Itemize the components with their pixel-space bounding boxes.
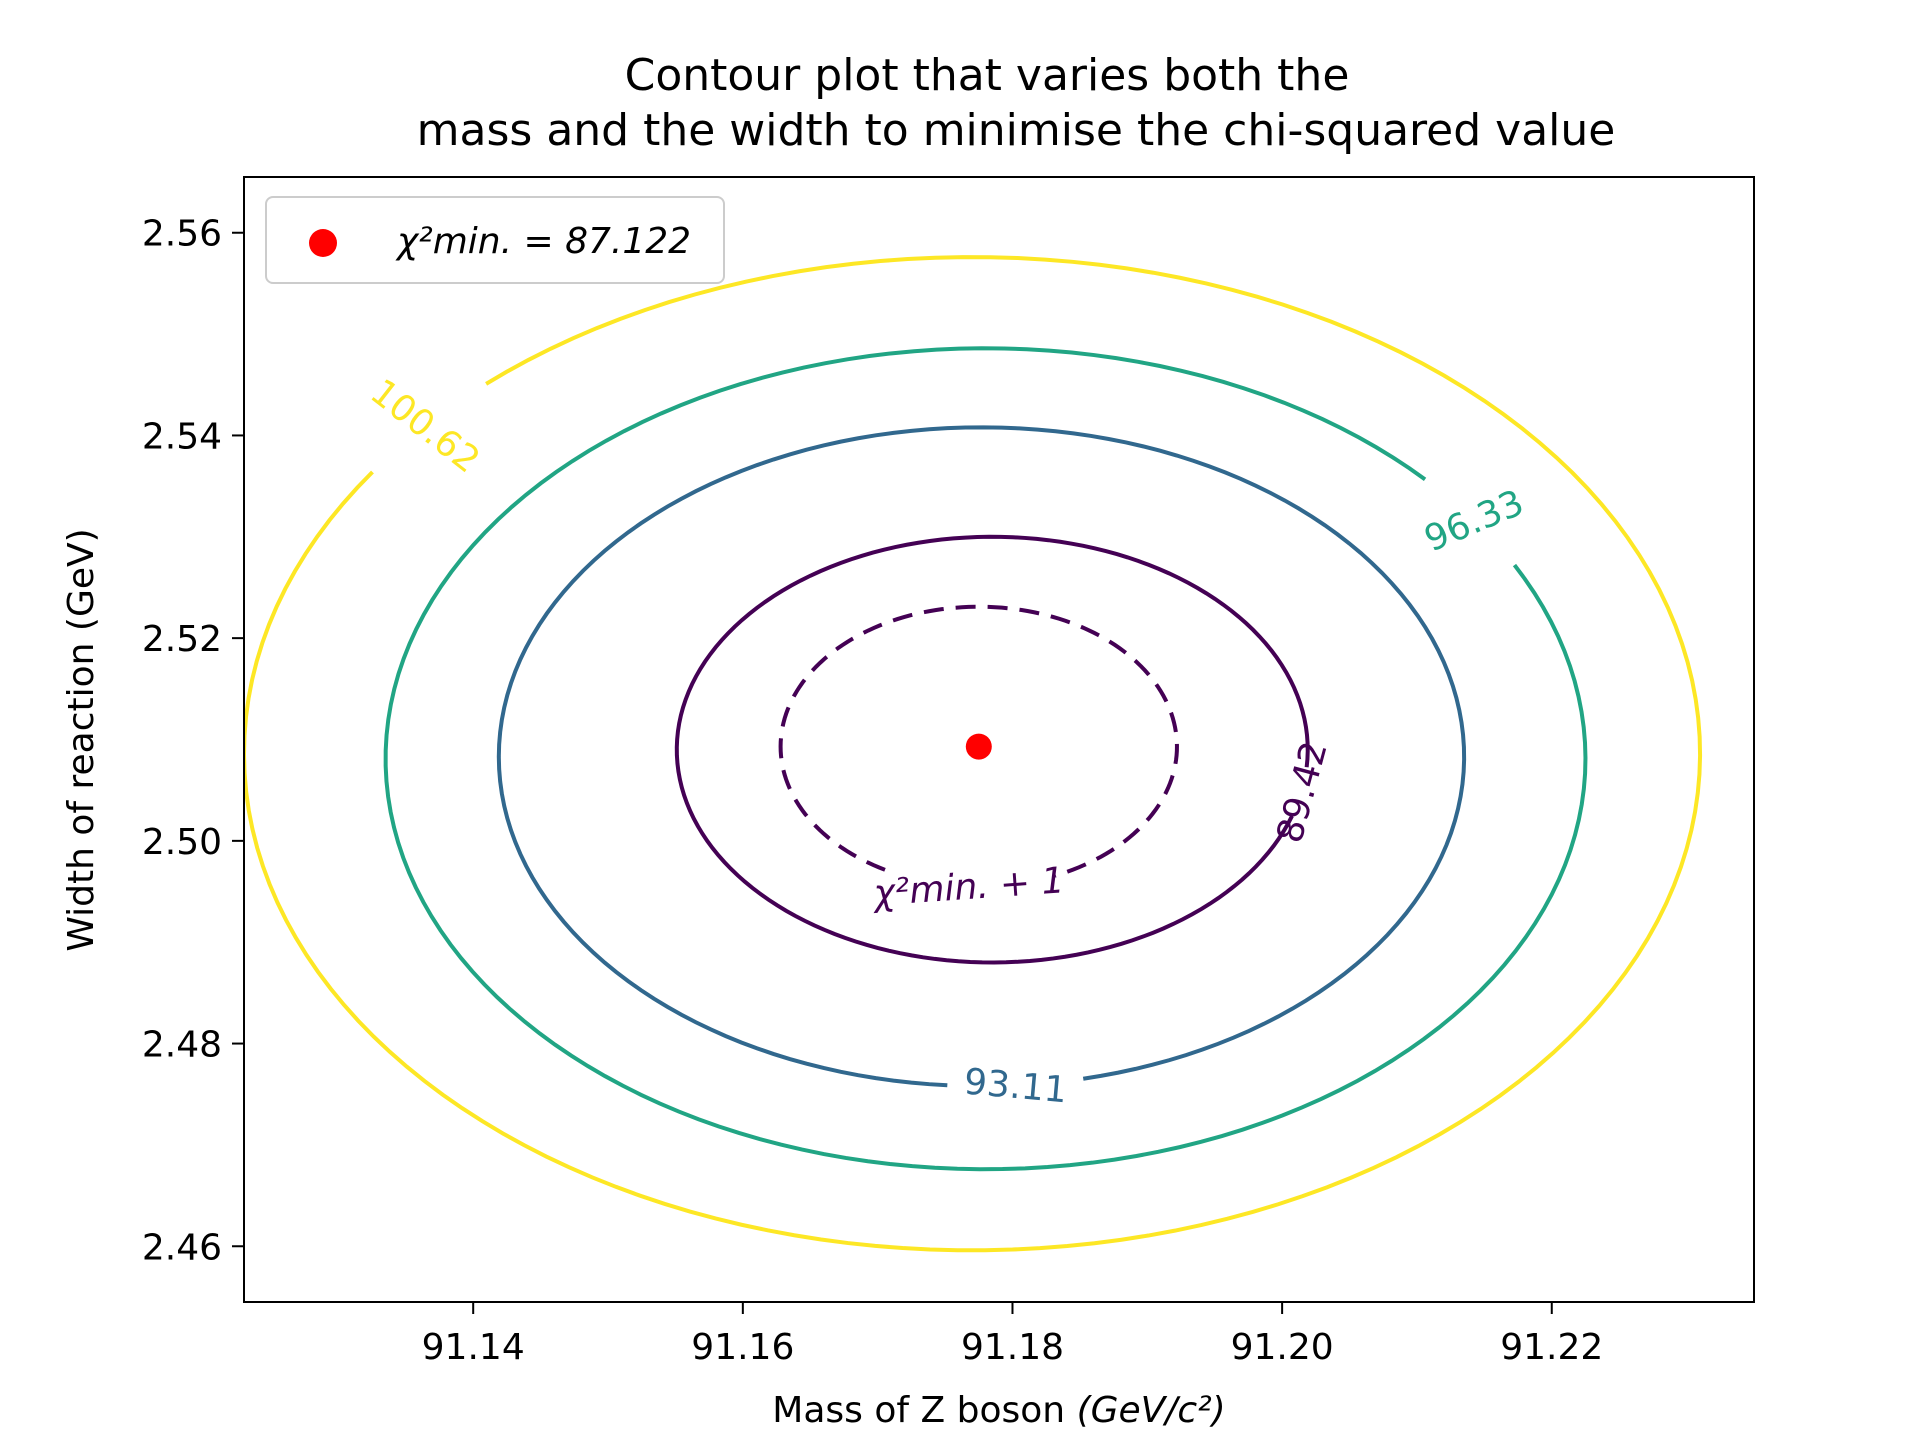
contour-lines [244,255,1703,1253]
y-tick-label: 2.54 [142,416,222,457]
contour-line [778,604,1179,878]
chart-title-line-2: mass and the width to minimise the chi-s… [417,105,1616,156]
legend-label: χ²min. = 87.122 [395,221,691,262]
x-tick-label: 91.22 [1500,1327,1603,1368]
y-tick-label: 2.56 [142,214,222,255]
plot-area-frame [243,176,1755,1303]
y-tick-label: 2.50 [142,822,222,863]
legend-box [265,196,725,284]
legend: χ²min. = 87.122 [265,196,725,284]
x-axis-label: Mass of Z boson (GeV/c²) [772,1390,1225,1431]
x-tick-label: 91.20 [1231,1327,1334,1368]
y-axis-ticks: 2.46 2.48 2.50 2.52 2.54 2.56 [142,214,244,1268]
x-axis-label-text: Mass of Z boson [772,1390,1065,1431]
x-tick-label: 91.18 [961,1327,1064,1368]
x-tick-label: 91.14 [422,1327,525,1368]
y-tick-label: 2.48 [142,1025,222,1066]
minimum-layer [965,733,992,760]
y-tick-label: 2.52 [142,619,222,660]
y-axis-label: Width of reaction (GeV) [61,528,102,951]
legend-marker [309,229,337,257]
y-tick-label: 2.46 [142,1227,222,1268]
contour-line [674,534,1310,965]
contour-line [244,255,1703,1253]
contour-level-label: 93.11 [962,1061,1068,1111]
contour-line [383,346,1588,1172]
chi2-minimum-point [965,733,992,760]
x-axis-ticks: 91.14 91.16 91.18 91.20 91.22 [422,1302,1603,1368]
chart-title-line-1: Contour plot that varies both the [625,50,1350,101]
x-tick-label: 91.16 [691,1327,794,1368]
contour-line [496,425,1467,1088]
x-axis-label-unit: (GeV/c²) [1077,1390,1226,1431]
